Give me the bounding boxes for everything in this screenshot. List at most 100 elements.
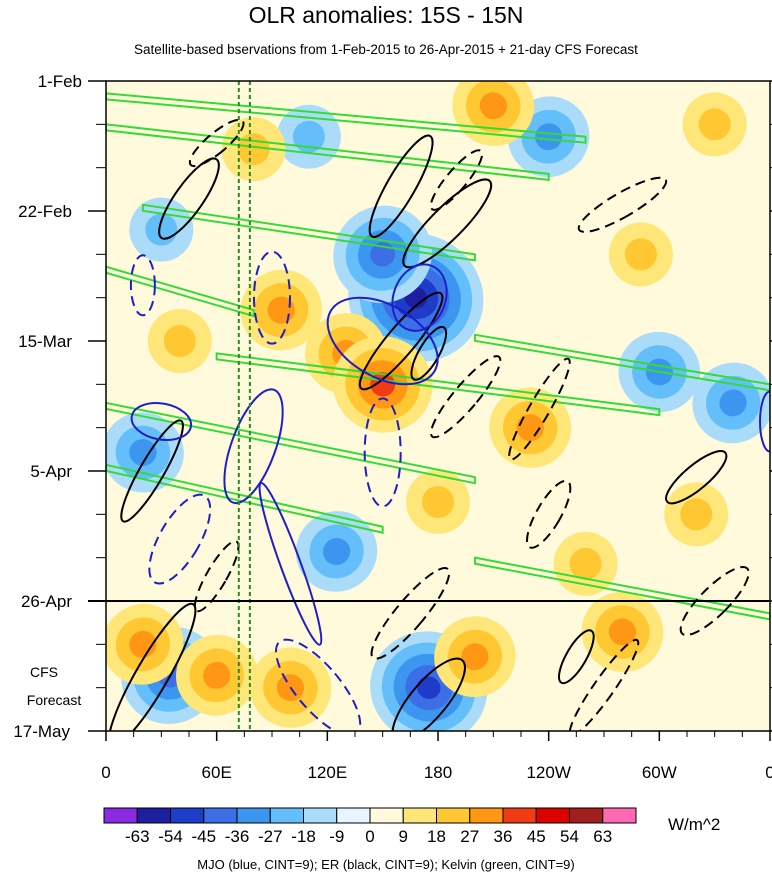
anomaly-contour-fill <box>129 439 157 466</box>
anomaly-region <box>692 362 770 444</box>
y-tick-label: 17-May <box>13 722 70 741</box>
colorbar-swatch <box>402 807 437 824</box>
colorbar-tick-label: 54 <box>560 827 579 846</box>
kelvin-contour <box>106 463 384 534</box>
er-contour <box>193 540 240 613</box>
er-contour <box>558 629 595 685</box>
anomaly-contour-fill <box>422 485 454 518</box>
mjo-contour <box>258 481 323 646</box>
anomaly-contour-fill <box>479 92 507 120</box>
er-contour <box>429 149 484 211</box>
er-contour <box>391 657 466 731</box>
colorbar-tick-label: 0 <box>365 827 374 846</box>
anomaly-contour-fill <box>163 325 196 357</box>
colorbar-swatch <box>303 807 338 824</box>
colorbar-swatch <box>602 807 637 824</box>
colorbar-tick-label: 18 <box>427 827 446 846</box>
mjo-contour <box>253 250 291 345</box>
colorbar-swatch <box>203 807 238 824</box>
anomaly-region <box>434 616 516 698</box>
colorbar-tick-label: -63 <box>125 827 150 846</box>
anomaly-region <box>332 336 433 433</box>
kelvin-contour <box>106 92 587 144</box>
colorbar-swatch <box>336 807 371 824</box>
anomaly-contour-fill <box>698 108 731 141</box>
anomaly-region <box>608 222 673 287</box>
colorbar-swatch <box>569 807 604 824</box>
anomaly-contour-fill <box>516 414 544 442</box>
anomaly-region <box>553 531 618 596</box>
colorbar-swatch <box>269 807 304 824</box>
anomaly-region <box>175 634 258 716</box>
forecast-label-forecast: Forecast <box>26 692 82 708</box>
anomaly-region <box>664 482 729 547</box>
colorbar-tick-label: 9 <box>399 827 408 846</box>
mjo-contour <box>326 296 439 386</box>
y-tick-label: 15-Mar <box>18 332 72 351</box>
colorbar-tick-label: -18 <box>291 827 316 846</box>
colorbar-tick-label: -45 <box>191 827 216 846</box>
colorbar-tick-label: 27 <box>460 827 479 846</box>
kelvin-contour <box>473 333 770 392</box>
colorbar-swatch <box>236 807 271 824</box>
colorbar-tick-label: -54 <box>158 827 183 846</box>
mjo-contour <box>129 254 156 317</box>
mjo-contour <box>363 397 402 508</box>
anomaly-region <box>581 591 664 673</box>
er-contour <box>508 357 571 461</box>
anomaly-contour-fill <box>624 238 657 271</box>
mjo-contour <box>148 493 212 585</box>
er-contour <box>402 178 493 269</box>
kelvin-contour <box>215 352 661 417</box>
er-contour <box>665 450 728 505</box>
colorbar-swatch <box>103 807 138 824</box>
er-contour <box>158 157 220 240</box>
er-contour <box>568 638 640 731</box>
er-contour <box>368 134 434 238</box>
colorbar-units: W/m^2 <box>668 815 721 834</box>
kelvin-contour <box>106 401 476 485</box>
anomaly-contour-fill <box>292 120 325 153</box>
mjo-contour <box>223 388 284 505</box>
x-tick-label: 120E <box>307 763 347 782</box>
mjo-contour <box>391 263 448 332</box>
colorbar-tick-label: -36 <box>225 827 250 846</box>
y-tick-label: 1-Feb <box>38 72 82 91</box>
kelvin-contour <box>106 123 550 181</box>
anomaly-contour-fill <box>203 661 231 689</box>
mjo-contour <box>759 390 770 453</box>
anomaly-region <box>276 104 341 169</box>
colorbar-swatch <box>502 807 537 824</box>
colorbar-swatch <box>136 807 171 824</box>
er-contour <box>188 118 245 168</box>
anomaly-region <box>295 511 378 592</box>
er-contour <box>526 479 572 549</box>
er-contour <box>370 567 451 660</box>
colorbar-swatch <box>469 807 504 824</box>
x-tick-label: 0 <box>765 763 772 782</box>
colorbar-tick-label: -9 <box>329 827 344 846</box>
colorbar-tick-label: -27 <box>258 827 283 846</box>
y-tick-label: 22-Feb <box>18 202 72 221</box>
chart-title: OLR anomalies: 15S - 15N <box>248 2 524 28</box>
er-contour <box>120 419 184 523</box>
er-contour <box>430 355 502 439</box>
colorbar-swatch <box>369 807 404 824</box>
anomaly-contour-fill <box>129 630 157 658</box>
x-tick-label: 0 <box>101 763 110 782</box>
forecast-label-cfs: CFS <box>30 664 58 680</box>
anomaly-contour-fill <box>535 123 563 151</box>
anomaly-region <box>682 92 747 157</box>
er-contour <box>107 602 197 731</box>
er-contour <box>358 291 444 391</box>
x-tick-label: 120W <box>526 763 570 782</box>
anomaly-contour-fill <box>608 618 637 646</box>
colorbar-swatch <box>170 807 205 824</box>
y-tick-label: 26-Apr <box>21 592 72 611</box>
mjo-contour <box>130 402 193 441</box>
anomaly-contour-fill <box>569 547 602 580</box>
anomaly-region <box>147 309 212 373</box>
chart-subtitle: Satellite-based bservations from 1-Feb-2… <box>134 42 638 57</box>
er-contour <box>577 176 668 233</box>
colorbar-swatch <box>436 807 471 824</box>
